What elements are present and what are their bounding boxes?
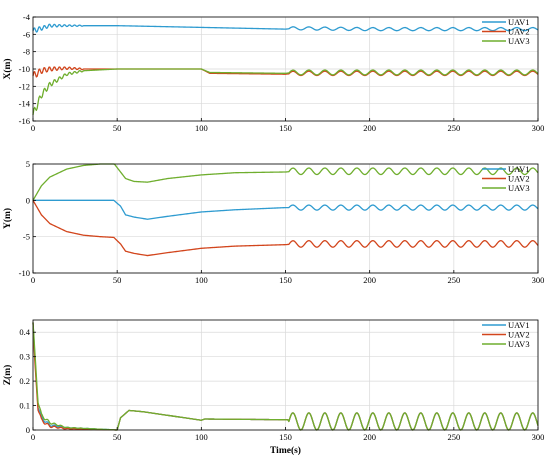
y-tick-label: 0 (26, 195, 30, 205)
x-tick-label: 0 (31, 275, 35, 285)
y-tick-label: 5 (26, 159, 30, 169)
x-tick-label: 300 (532, 275, 545, 285)
y-tick-label: 0.3 (19, 352, 30, 362)
legend-label-uav1: UAV1 (508, 320, 530, 330)
y-axis-label: X(m) (2, 58, 13, 79)
x-tick-label: 200 (363, 275, 376, 285)
y-tick-label: -10 (19, 64, 30, 74)
series-line-uav3 (32, 68, 539, 116)
y-tick-label: -16 (19, 116, 30, 126)
x-tick-label: 150 (279, 123, 292, 133)
legend-label-uav1: UAV1 (508, 164, 530, 174)
legend-label-uav3: UAV3 (508, 36, 530, 46)
y-tick-label: 0.1 (19, 401, 30, 411)
series-line-uav3 (32, 163, 539, 201)
chart-panel: 0 50 100 150 200 250 300 0 0.1 0.2 0.3 0.4 Z(m) Time(… (2, 319, 545, 456)
x-tick-label: 0 (31, 123, 35, 133)
x-tick-label: 300 (532, 432, 545, 442)
x-tick-label: 150 (279, 275, 292, 285)
y-axis-label: Z(m) (2, 365, 13, 386)
x-tick-label: 0 (31, 432, 35, 442)
legend-label-uav3: UAV3 (508, 183, 530, 193)
x-tick-label: 50 (113, 275, 122, 285)
chart-panel: 0 50 100 150 200 250 300 -10 -5 0 5 Y(m) UAV1UAV2UAV… (2, 159, 544, 285)
x-axis-label: Time(s) (270, 445, 301, 456)
legend-label-uav3: UAV3 (508, 339, 530, 349)
chart-panel: 0 50 100 150 200 250 300 -16 -14 -12 -10 -8 -6 -4 X(m)… (2, 12, 544, 133)
y-tick-label: -8 (23, 47, 30, 57)
y-tick-label: -10 (19, 268, 30, 278)
x-tick-label: 100 (195, 275, 208, 285)
x-tick-label: 300 (532, 123, 545, 133)
x-tick-label: 50 (113, 432, 122, 442)
y-tick-label: 0.2 (19, 376, 30, 386)
y-tick-label: 0.4 (19, 327, 30, 337)
x-tick-label: 100 (195, 432, 208, 442)
legend-label-uav1: UAV1 (508, 17, 530, 27)
x-tick-label: 200 (363, 123, 376, 133)
legend-label-uav2: UAV2 (508, 330, 530, 340)
legend-label-uav2: UAV2 (508, 27, 530, 37)
x-tick-label: 200 (363, 432, 376, 442)
legend-label-uav2: UAV2 (508, 174, 530, 184)
y-axis-label: Y(m) (2, 208, 13, 229)
y-tick-label: 0 (26, 425, 30, 435)
y-tick-label: -6 (23, 29, 30, 39)
series-line-uav1 (33, 199, 539, 220)
x-tick-label: 50 (113, 123, 122, 133)
x-tick-label: 250 (447, 123, 460, 133)
x-tick-label: 250 (447, 275, 460, 285)
y-tick-label: -12 (19, 81, 30, 91)
y-tick-label: -5 (23, 232, 30, 242)
x-tick-label: 150 (279, 432, 292, 442)
series-line-uav1 (32, 23, 539, 33)
x-tick-label: 250 (447, 432, 460, 442)
y-tick-label: -4 (23, 12, 31, 22)
y-tick-label: -14 (19, 99, 31, 109)
series-line-uav2 (32, 200, 539, 257)
x-tick-label: 100 (195, 123, 208, 133)
